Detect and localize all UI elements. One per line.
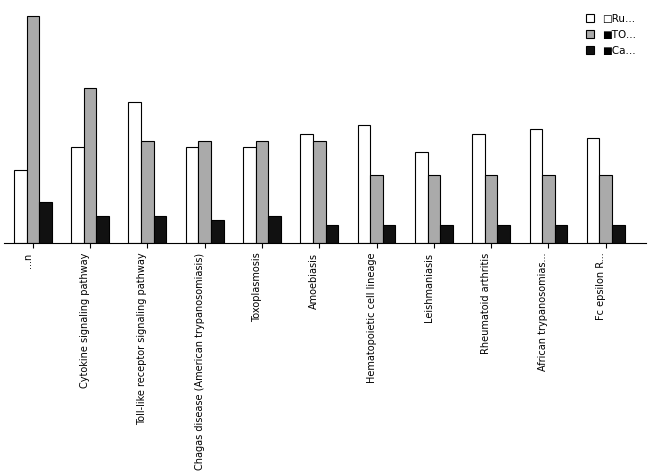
Bar bbox=[153, 216, 166, 243]
Bar bbox=[243, 147, 255, 243]
Bar bbox=[27, 16, 39, 243]
Bar bbox=[72, 147, 84, 243]
Bar bbox=[255, 141, 268, 243]
Bar bbox=[358, 125, 370, 243]
Bar bbox=[497, 225, 510, 243]
Bar bbox=[383, 225, 395, 243]
Bar bbox=[84, 88, 96, 243]
Bar bbox=[39, 202, 52, 243]
Bar bbox=[268, 216, 281, 243]
Bar bbox=[370, 175, 383, 243]
Bar bbox=[198, 141, 211, 243]
Bar bbox=[428, 175, 440, 243]
Bar bbox=[96, 216, 109, 243]
Bar bbox=[186, 147, 198, 243]
Bar bbox=[211, 220, 224, 243]
Bar bbox=[129, 102, 141, 243]
Bar bbox=[326, 225, 338, 243]
Bar bbox=[554, 225, 567, 243]
Bar bbox=[473, 134, 485, 243]
Bar bbox=[530, 129, 542, 243]
Bar bbox=[440, 225, 453, 243]
Bar bbox=[542, 175, 554, 243]
Bar bbox=[141, 141, 153, 243]
Bar bbox=[599, 175, 612, 243]
Bar bbox=[14, 170, 27, 243]
Bar bbox=[485, 175, 497, 243]
Bar bbox=[415, 152, 428, 243]
Bar bbox=[612, 225, 625, 243]
Legend: □Ru..., ■TO..., ■Ca...: □Ru..., ■TO..., ■Ca... bbox=[582, 9, 641, 60]
Bar bbox=[300, 134, 313, 243]
Bar bbox=[587, 138, 599, 243]
Bar bbox=[313, 141, 326, 243]
